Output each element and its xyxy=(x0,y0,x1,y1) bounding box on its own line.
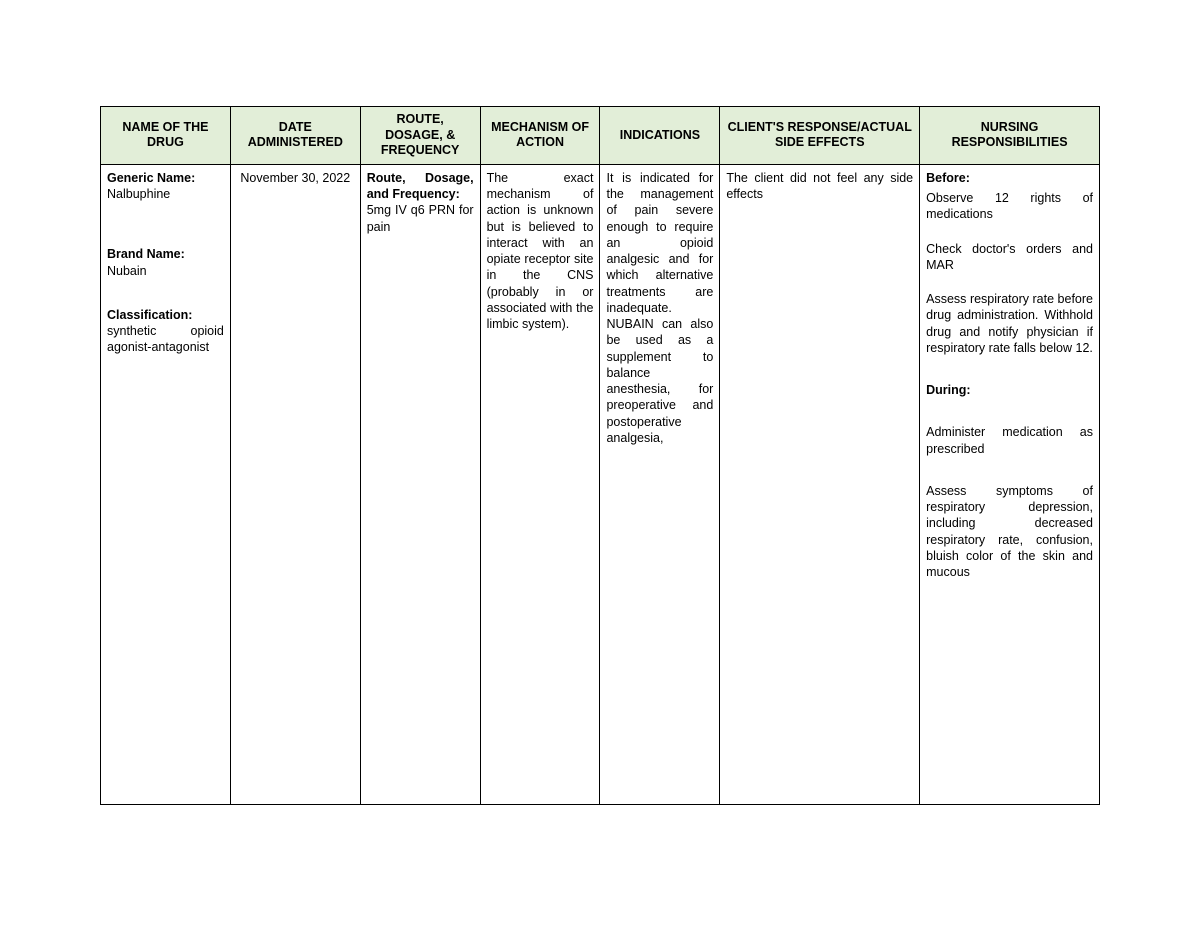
nursing-during-1: Administer medication as prescribed xyxy=(926,424,1093,457)
classification-value: synthetic opioid agonist-antagonist xyxy=(107,324,224,354)
generic-name-label: Generic Name: xyxy=(107,171,195,185)
indications-text: It is indicated for the management of pa… xyxy=(606,171,713,445)
brand-name-label: Brand Name: xyxy=(107,247,185,261)
response-text: The client did not feel any side effects xyxy=(726,171,913,201)
header-moa: MECHANISM OF ACTION xyxy=(480,107,600,165)
route-value: 5mg IV q6 PRN for pain xyxy=(367,203,474,233)
nursing-before-2: Check doctor's orders and MAR xyxy=(926,241,1093,274)
header-route: ROUTE, DOSAGE, & FREQUENCY xyxy=(360,107,480,165)
cell-nursing: Before: Observe 12 rights of medications… xyxy=(920,164,1100,804)
cell-indications: It is indicated for the management of pa… xyxy=(600,164,720,804)
header-response: CLIENT'S RESPONSE/ACTUAL SIDE EFFECTS xyxy=(720,107,920,165)
cell-name: Generic Name: Nalbuphine Brand Name: Nub… xyxy=(101,164,231,804)
drug-card-table-wrap: NAME OF THE DRUG DATE ADMINISTERED ROUTE… xyxy=(100,106,1100,805)
header-date: DATE ADMINISTERED xyxy=(230,107,360,165)
nursing-before-3: Assess respiratory rate before drug admi… xyxy=(926,291,1093,356)
moa-text: The exact mechanism of action is unknown… xyxy=(487,171,594,331)
page: NAME OF THE DRUG DATE ADMINISTERED ROUTE… xyxy=(0,0,1200,927)
nursing-during-2: Assess symptoms of respiratory depressio… xyxy=(926,483,1093,581)
generic-name-value: Nalbuphine xyxy=(107,187,170,201)
drug-card-table: NAME OF THE DRUG DATE ADMINISTERED ROUTE… xyxy=(100,106,1100,805)
date-administered: November 30, 2022 xyxy=(240,171,350,185)
cell-response: The client did not feel any side effects xyxy=(720,164,920,804)
table-header-row: NAME OF THE DRUG DATE ADMINISTERED ROUTE… xyxy=(101,107,1100,165)
brand-name-value: Nubain xyxy=(107,264,147,278)
cell-route: Route, Dosage, and Frequency: 5mg IV q6 … xyxy=(360,164,480,804)
header-nursing: NURSING RESPONSIBILITIES xyxy=(920,107,1100,165)
route-label: Route, Dosage, and Frequency: xyxy=(367,171,474,201)
nursing-before-1: Observe 12 rights of medications xyxy=(926,190,1093,223)
table-row: Generic Name: Nalbuphine Brand Name: Nub… xyxy=(101,164,1100,804)
classification-label: Classification: xyxy=(107,308,192,322)
nursing-before-label: Before: xyxy=(926,171,970,185)
cell-date: November 30, 2022 xyxy=(230,164,360,804)
cell-moa: The exact mechanism of action is unknown… xyxy=(480,164,600,804)
nursing-during-label: During: xyxy=(926,383,970,397)
header-name: NAME OF THE DRUG xyxy=(101,107,231,165)
header-indication: INDICATIONS xyxy=(600,107,720,165)
